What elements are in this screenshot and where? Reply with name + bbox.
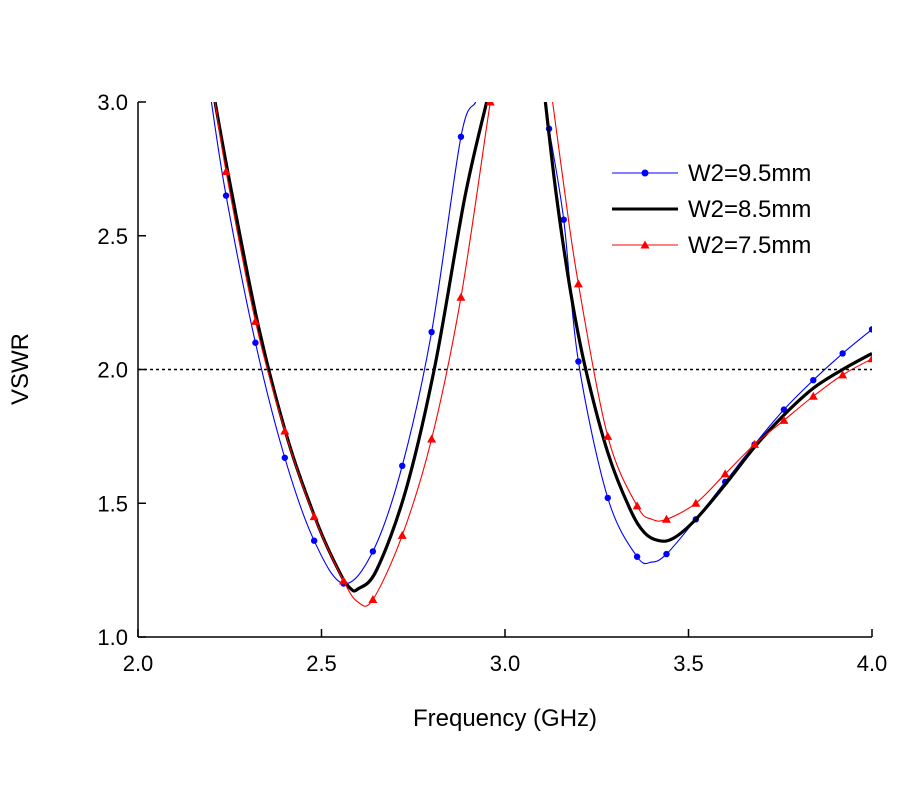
series-1-point [868,326,872,333]
y-tick-label: 1.5 [97,491,128,516]
y-tick-label: 2.5 [97,224,128,249]
x-axis-ticks: 2.0 2.5 3.0 3.5 4.0 [123,629,888,676]
y-axis-ticks: 1.0 1.5 2.0 2.5 3.0 [97,90,146,650]
series-2 [213,102,872,593]
series-1-point [281,454,288,461]
series-layer [210,102,872,607]
series-1-line [210,102,477,585]
series-3-point [808,391,818,400]
series-3-point [221,167,231,176]
series-1-point [428,328,435,336]
x-tick-label: 4.0 [857,651,888,676]
series-3-line [552,102,872,522]
series-3-point [779,415,789,424]
series-1-point [399,462,406,469]
series-1-point [810,377,817,384]
legend-marker-series-1 [641,169,649,177]
x-tick-label: 2.0 [123,651,154,676]
series-1-point [560,216,567,223]
series-1-point [633,553,641,560]
series-1-line [544,102,872,565]
series-1-point [222,192,230,199]
y-tick-label: 1.0 [97,625,128,650]
x-tick-label: 3.5 [673,651,704,676]
series-3-point [309,512,319,521]
series-3-line [214,102,491,607]
series-3-point [720,469,730,478]
series-3-point [397,530,407,539]
series-3-point [339,576,349,585]
legend-marker-series-3 [640,240,650,249]
legend-label-series-2: W2=8.5mm [688,196,811,223]
series-3-point [427,434,437,443]
series-1-point [663,550,670,558]
y-axis-title: VSWR [7,333,34,405]
x-axis-title: Frequency (GHz) [413,705,597,732]
series-3-point [573,279,583,288]
x-tick-label: 2.5 [306,651,337,676]
series-3-point [250,316,260,325]
series-3-point [867,354,872,363]
series-3-point [485,102,495,106]
series-3-point [368,595,378,604]
series-1-point [457,133,465,140]
series-3-point [280,426,290,435]
series-3 [214,102,872,607]
series-1-point [310,537,318,544]
series-3-point [603,431,613,440]
legend: W2=9.5mm W2=8.5mm W2=7.5mm [612,160,811,259]
series-3-point [691,498,701,507]
series-1-point [252,339,259,346]
y-tick-label: 3.0 [97,90,128,115]
series-1-point [839,350,846,357]
series-2-line [543,102,872,543]
series-1 [210,102,872,587]
series-3-point [838,370,848,379]
series-1-point [604,494,611,502]
series-1-point [575,358,582,365]
series-1-point [369,548,377,555]
series-3-point [632,501,642,510]
x-tick-label: 3.0 [490,651,521,676]
series-3-point [456,292,466,301]
legend-label-series-1: W2=9.5mm [688,160,811,187]
series-3-point [750,439,760,448]
legend-label-series-3: W2=7.5mm [688,232,811,259]
series-2-line [213,102,489,593]
y-tick-label: 2.0 [97,358,128,383]
series-3-point [661,514,671,523]
